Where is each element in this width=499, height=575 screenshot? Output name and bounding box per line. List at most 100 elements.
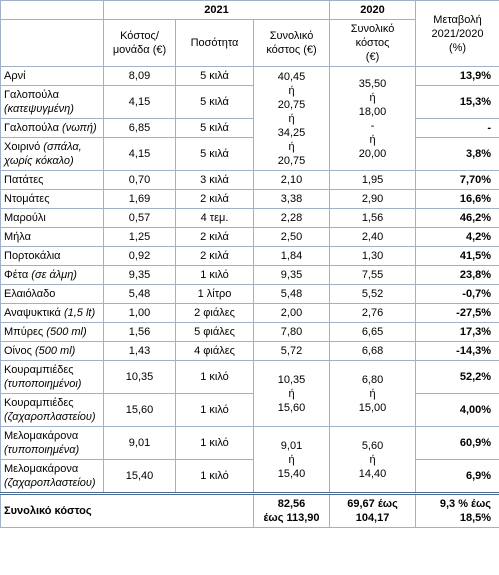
change-cell: 23,8% xyxy=(415,265,499,285)
item-name: Μελομακάρονα xyxy=(4,430,79,442)
unit-cost-cell: 4,15 xyxy=(103,85,176,119)
unit-cost: 6,85 xyxy=(128,122,151,134)
unit-cost-cell: 9,35 xyxy=(103,265,176,285)
cell-line: ή xyxy=(369,133,376,146)
item-note: (σπάλα, χωρίς κόκαλο) xyxy=(4,141,82,167)
quantity-cell: 1 κιλό xyxy=(175,265,254,285)
quantity: 1 κιλό xyxy=(200,437,229,449)
change-cell: 52,2% xyxy=(415,360,499,394)
table-row: Πορτοκάλια 0,92 2 κιλά 1,84 1,30 41,5% xyxy=(0,246,499,266)
cell-line: 82,56 xyxy=(277,498,306,510)
quantity: 5 κιλά xyxy=(200,70,229,82)
change: 52,2% xyxy=(459,371,492,383)
total-2020-cell: 2,76 xyxy=(329,303,417,323)
unit-cost-cell: 0,57 xyxy=(103,208,176,228)
header-cell: Κόστος/μονάδα (€) xyxy=(103,19,176,67)
total-label-cell: Συνολικό κόστος xyxy=(0,492,254,528)
quantity-cell: 1 λίτρο xyxy=(175,284,254,304)
table-row: Ελαιόλαδο 5,48 1 λίτρο 5,48 5,52 -0,7% xyxy=(0,284,499,304)
total-2021-cell: 7,80 xyxy=(252,322,331,342)
quantity-cell: 3 κιλά xyxy=(175,170,254,190)
cell-line: κόστος (€) xyxy=(266,44,317,56)
quantity: 1 κιλό xyxy=(200,404,229,416)
change: 17,3% xyxy=(459,326,492,338)
item-note: (ζαχαροπλαστείου) xyxy=(4,477,96,489)
item-note: (νωπή) xyxy=(62,122,97,134)
unit-cost-cell: 6,85 xyxy=(103,118,176,138)
quantity: 3 κιλά xyxy=(200,174,229,186)
total-2021-cell: 40,45 ή 20,75 ή 34,25 ή 20,75 xyxy=(252,66,331,171)
item-cell: Μπύρες (500 ml) xyxy=(0,322,104,342)
cell-line: 9,01 xyxy=(280,439,303,452)
quantity-cell: 5 κιλά xyxy=(175,85,254,119)
cell-line: 1,30 xyxy=(361,250,384,262)
unit-cost: 8,09 xyxy=(128,70,151,82)
table-body: 2021 2020 Μεταβολή 2021/2020 (%) Κόστος/μο… xyxy=(0,0,499,528)
table-row: Πατάτες 0,70 3 κιλά 2,10 1,95 7,70% xyxy=(0,170,499,190)
cell-line: 1,84 xyxy=(280,250,303,262)
item-cell: Ελαιόλαδο xyxy=(0,284,104,304)
cell-line: 34,25 xyxy=(277,126,306,139)
total-2020-cell: 5,60 ή 14,40 xyxy=(329,426,417,494)
change: 16,6% xyxy=(459,193,492,205)
price-table: 2021 2020 Μεταβολή 2021/2020 (%) Κόστος/μο… xyxy=(0,0,499,528)
change: 13,9% xyxy=(459,70,492,82)
item-cell: Αναψυκτικά (1,5 lt) xyxy=(0,303,104,323)
item-name: Αρνί xyxy=(4,70,26,82)
cell-line: 5,48 xyxy=(280,288,303,300)
change: -0,7% xyxy=(462,288,492,300)
item-name: Ντομάτες xyxy=(4,193,50,205)
change-cell: 3,8% xyxy=(415,137,499,171)
unit-cost: 9,35 xyxy=(128,269,151,281)
unit-cost-cell: 15,60 xyxy=(103,393,176,427)
cell-line: 104,17 xyxy=(355,512,390,524)
unit-cost: 0,70 xyxy=(128,174,151,186)
total-2020-cell: 6,65 xyxy=(329,322,417,342)
unit-cost: 4,15 xyxy=(128,96,151,108)
change: 60,9% xyxy=(459,437,492,449)
total-2020-cell: 6,68 xyxy=(329,341,417,361)
change-cell: -0,7% xyxy=(415,284,499,304)
total-2021-cell: 1,84 xyxy=(252,246,331,266)
cell-line: 2,76 xyxy=(361,307,384,319)
total-2020-cell: 6,80 ή 15,00 xyxy=(329,360,417,427)
item-name: Μήλα xyxy=(4,231,31,243)
cell-line: 5,72 xyxy=(280,345,303,357)
quantity: 5 κιλά xyxy=(200,148,229,160)
change: 23,8% xyxy=(459,269,492,281)
quantity: 1 κιλό xyxy=(200,269,229,281)
total-2020-cell: 1,56 xyxy=(329,208,417,228)
cell-line: 2,10 xyxy=(280,174,303,186)
quantity: 5 κιλά xyxy=(200,96,229,108)
quantity-cell: 1 κιλό xyxy=(175,393,254,427)
cell-line: 1,95 xyxy=(361,174,384,186)
change-cell: 46,2% xyxy=(415,208,499,228)
change-cell: 6,9% xyxy=(415,459,499,494)
quantity-cell: 4 φιάλες xyxy=(175,341,254,361)
unit-cost: 1,00 xyxy=(128,307,151,319)
unit-cost-cell: 1,43 xyxy=(103,341,176,361)
table-row: Αρνί 8,09 5 κιλά 40,45 ή 20,75 ή 34,25 ή 20,75 35,… xyxy=(0,66,499,171)
total-2020-cell: 7,55 xyxy=(329,265,417,285)
unit-cost-cell: 9,01 xyxy=(103,426,176,460)
quantity-cell: 2 κιλά xyxy=(175,227,254,247)
item-cell: Μαρούλι xyxy=(0,208,104,228)
unit-cost: 1,69 xyxy=(128,193,151,205)
cell-line: ή xyxy=(369,453,376,466)
unit-cost: 1,56 xyxy=(128,326,151,338)
cell-line: Συνολικό κόστος xyxy=(350,23,395,49)
unit-cost: 15,60 xyxy=(125,404,154,416)
cell-line: 35,50 xyxy=(358,77,387,90)
quantity: 1 κιλό xyxy=(200,470,229,482)
total-2020-cell: 35,50 ή 18,00- ή 20,00 xyxy=(329,66,417,171)
header-cell: Συνολικό κόστος (€) xyxy=(252,19,331,67)
change: 6,9% xyxy=(465,470,492,482)
total-2021-cell: 3,38 xyxy=(252,189,331,209)
total-total-2020-cell: 69,67 έως 104,17 xyxy=(329,492,417,528)
unit-cost-cell: 10,35 xyxy=(103,360,176,394)
item-cell: Πορτοκάλια xyxy=(0,246,104,266)
table-row: Οίνος (500 ml) 1,43 4 φιάλες 5,72 6,68 -14,3% xyxy=(0,341,499,361)
cell-line: 2,50 xyxy=(280,231,303,243)
cell-line: 14,40 xyxy=(358,467,387,480)
cell-line: ή xyxy=(288,112,295,125)
